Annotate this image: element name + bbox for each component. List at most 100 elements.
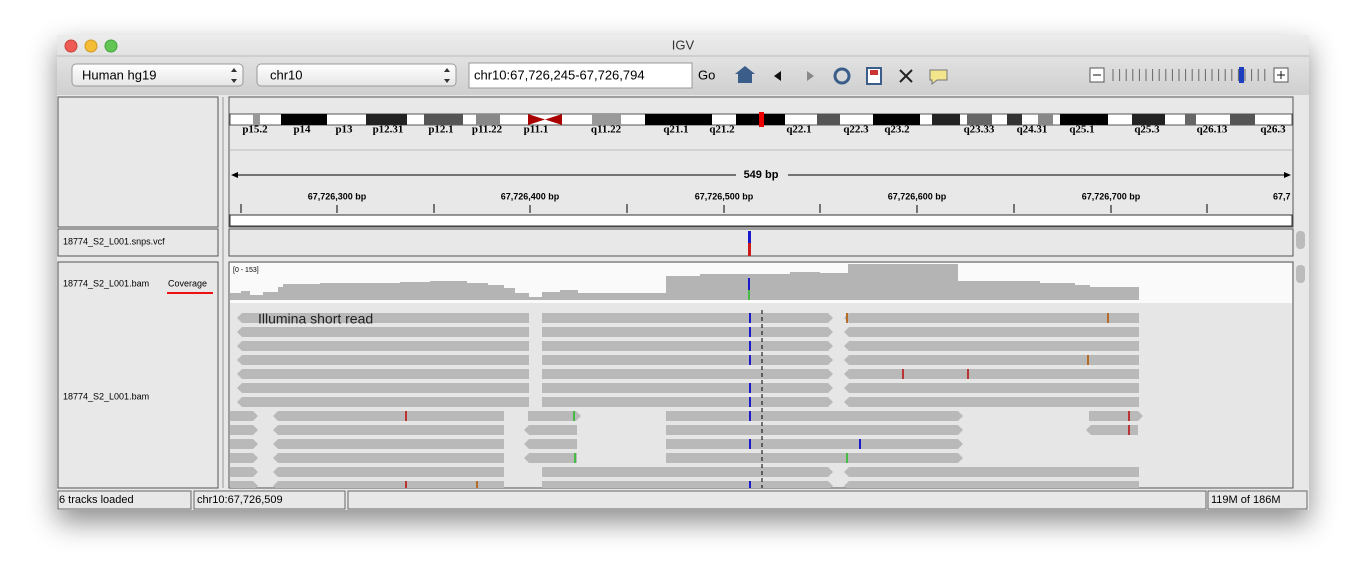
forward-icon[interactable] [807, 71, 814, 81]
status-text: 119M of 186M [1211, 494, 1281, 506]
mismatch [573, 411, 575, 421]
minimize-button[interactable] [84, 39, 98, 53]
band-label: p12.1 [428, 124, 453, 136]
read [237, 327, 529, 337]
read [237, 341, 529, 351]
band-label: q22.3 [843, 124, 869, 136]
track-name: 18774_S2_L001.bam [63, 391, 149, 401]
read [230, 467, 258, 477]
resize-icon[interactable] [899, 69, 913, 83]
read [542, 467, 833, 477]
read [230, 481, 258, 488]
read [844, 355, 1139, 365]
ruler-label: 67,726,600 bp [888, 191, 947, 201]
read [844, 397, 1139, 407]
back-icon[interactable] [774, 71, 781, 81]
read [542, 383, 833, 393]
dropdown-arrow [231, 68, 237, 83]
mismatch [1087, 355, 1089, 365]
read [230, 453, 258, 463]
mismatch [859, 439, 861, 449]
cytoband [873, 114, 920, 125]
centromere [528, 114, 562, 125]
zoom-thumb[interactable] [1239, 67, 1244, 83]
scrollbar[interactable] [1296, 265, 1305, 283]
track-name: 18774_S2_L001.snps.vcf [63, 236, 165, 246]
mismatch [749, 439, 751, 449]
band-label: q22.1 [786, 124, 811, 136]
locus-text: chr10:67,726,245-67,726,794 [474, 67, 645, 82]
alignments [230, 310, 1143, 488]
ruler-label: 67,726,300 bp [308, 191, 367, 201]
read [542, 341, 833, 351]
home-icon[interactable] [735, 66, 755, 83]
read [273, 467, 504, 477]
read [542, 397, 833, 407]
variant-bottom [748, 243, 751, 256]
toolbar-icons [735, 66, 948, 86]
zoom-button[interactable] [104, 39, 118, 53]
cytoband [1038, 114, 1053, 125]
band-label: q21.1 [663, 124, 688, 136]
band-label: p14 [293, 124, 311, 136]
ruler-label: 67,726,400 bp [501, 191, 560, 201]
band-label: q23.2 [884, 124, 910, 136]
read [542, 369, 833, 379]
track-name-suffix: Coverage [168, 278, 207, 288]
cytoband [253, 114, 260, 125]
dropdown-arrow [444, 68, 450, 83]
ruler-label: 67,726,500 bp [695, 191, 754, 201]
window-title: IGV [672, 37, 695, 52]
popup-icon[interactable] [929, 69, 948, 86]
read [528, 411, 581, 421]
cytoband [1060, 114, 1108, 125]
mismatch [749, 481, 751, 488]
cytoband [817, 114, 840, 125]
read [524, 439, 577, 449]
read [273, 439, 504, 449]
read [844, 383, 1139, 393]
read [542, 327, 833, 337]
read [1086, 425, 1138, 435]
band-label: q26.13 [1197, 124, 1228, 136]
scrollbar[interactable] [1296, 231, 1305, 249]
mismatch [405, 481, 407, 488]
cytoband [1007, 114, 1022, 125]
mismatch [1128, 425, 1130, 435]
genome-dropdown[interactable] [71, 63, 244, 87]
cytoband [366, 114, 407, 125]
genome-label: Human hg19 [82, 67, 156, 82]
read [844, 341, 1139, 351]
read [666, 425, 963, 435]
mismatch [405, 411, 407, 421]
close-button[interactable] [64, 39, 78, 53]
region-icon-mark [870, 70, 878, 75]
status-box [193, 490, 346, 510]
band-label: q25.3 [1134, 124, 1160, 136]
read [273, 411, 504, 421]
chromosome-dropdown[interactable] [256, 63, 457, 87]
mismatch [749, 313, 751, 323]
locus-field[interactable] [468, 62, 693, 89]
current-region [759, 112, 764, 127]
mismatch [1128, 411, 1130, 421]
read [273, 425, 504, 435]
band-label: q24.31 [1017, 124, 1048, 136]
span-label: 549 bp [744, 169, 779, 181]
refresh-icon[interactable] [833, 67, 851, 85]
span-label-bg [736, 167, 788, 183]
annotation: Illumina short read [258, 311, 373, 327]
ruler-label: 67,7 [1273, 191, 1291, 201]
zoom-in-glyph [1277, 71, 1285, 79]
zoom-ticks[interactable] [1112, 69, 1266, 81]
read [542, 355, 833, 365]
mismatch [846, 313, 848, 323]
track-name: 18774_S2_L001.bam [63, 278, 149, 288]
go-button[interactable]: Go [698, 67, 715, 82]
mismatch [749, 355, 751, 365]
vcf-data-panel [228, 228, 1294, 257]
band-label: p11.22 [472, 124, 503, 136]
cytoband [281, 114, 327, 125]
band-label: q21.2 [709, 124, 735, 136]
